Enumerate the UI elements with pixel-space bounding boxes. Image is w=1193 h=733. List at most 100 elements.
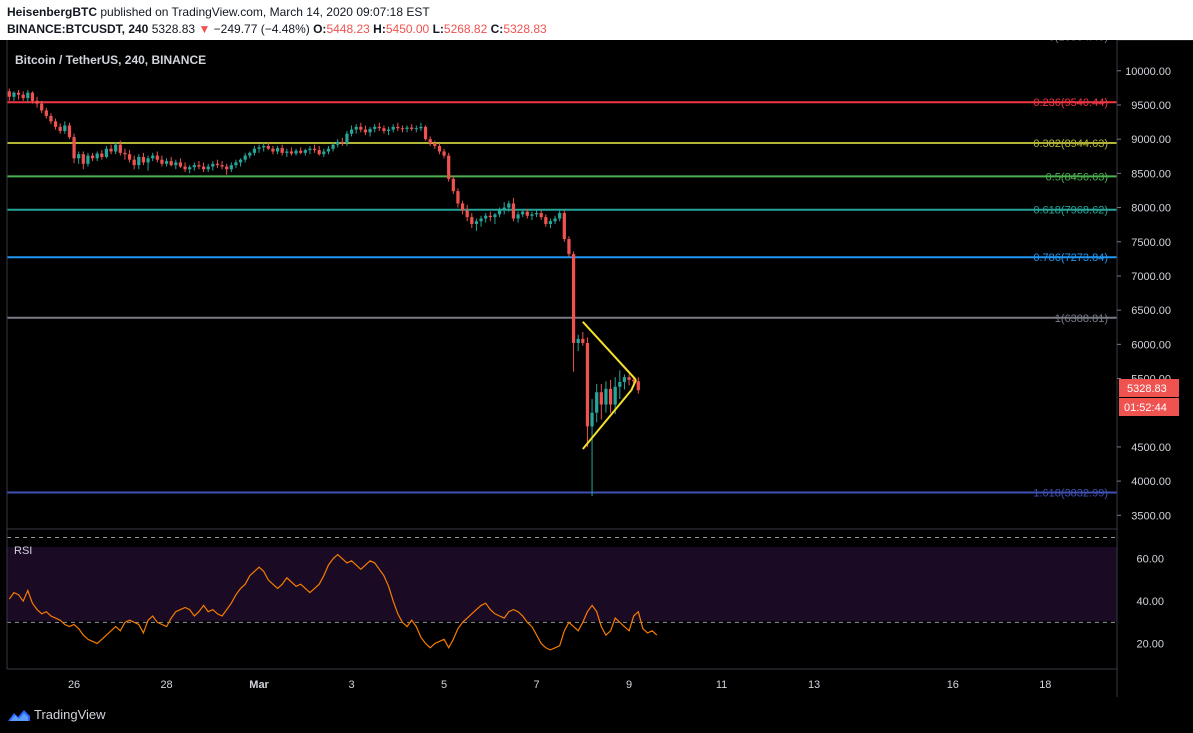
rsi-band [7, 547, 1117, 621]
candle-body-75 [354, 126, 358, 130]
candle-body-56 [266, 146, 270, 149]
candle-body-109 [511, 203, 516, 219]
candle-body-70 [331, 144, 335, 149]
footer-bar [0, 697, 1193, 733]
time-tick-4: 5 [441, 679, 447, 691]
candle-body-15 [77, 154, 81, 159]
candle-body-72 [340, 141, 344, 144]
candle-body-99 [465, 210, 469, 218]
candle-body-113 [530, 214, 534, 216]
candle-body-48 [229, 165, 233, 170]
candle-body-35 [169, 161, 173, 166]
tradingview-brand[interactable]: TradingView [34, 707, 106, 722]
time-tick-6: 9 [626, 679, 632, 691]
down-arrow-icon: ▼ [198, 22, 211, 36]
candle-body-10 [53, 121, 58, 127]
candle-body-55 [262, 146, 266, 148]
candle-body-121 [567, 239, 571, 255]
candle-body-84 [396, 126, 400, 129]
candle-body-21 [104, 148, 109, 157]
rsi-axis[interactable]: 60.00 40.00 20.00 [1136, 554, 1164, 651]
open-label: O: [313, 22, 327, 36]
time-axis[interactable]: 26 28 Mar 3 5 7 9 11 13 16 18 [68, 679, 1052, 691]
candle-body-24 [118, 144, 122, 153]
candle-body-66 [312, 148, 317, 151]
price-chart[interactable]: 0(10504.40) 0.236(9540.44) 0.382(8944.63) 0… [0, 40, 1193, 697]
candle-body-22 [109, 148, 113, 152]
candle-body-68 [322, 151, 326, 155]
candle-body-106 [497, 210, 502, 215]
candle-body-116 [544, 217, 548, 224]
candle-body-118 [553, 218, 557, 222]
candle-body-67 [317, 150, 321, 155]
candle-body-105 [493, 214, 497, 218]
candle-body-103 [484, 215, 488, 219]
candle-body-46 [220, 165, 224, 167]
candle-body-43 [206, 166, 210, 170]
candle-body-53 [252, 148, 257, 153]
candle-body-59 [280, 148, 284, 153]
price-axis[interactable]: 10000.00 9500.00 9000.00 8500.00 8000.00 7500… [1117, 66, 1171, 523]
rsi-tick-1: 40.00 [1136, 596, 1164, 608]
price-tick-4: 8000.00 [1131, 203, 1171, 215]
candle-body-114 [534, 213, 539, 215]
candle-body-36 [174, 162, 178, 166]
candle-body-98 [460, 203, 465, 211]
candle-body-69 [326, 148, 331, 152]
candle-body-44 [211, 163, 215, 167]
low-label: L: [432, 22, 444, 36]
author-name[interactable]: HeisenbergBTC [7, 5, 98, 19]
candle-body-104 [488, 215, 492, 218]
fibonacci-levels: 0(10504.40) 0.236(9540.44) 0.382(8944.63) 0… [7, 40, 1117, 500]
candle-body-33 [160, 159, 164, 164]
candle-body-64 [303, 150, 307, 153]
triangle-lower-line [582, 389, 633, 450]
high-value: 5450.00 [385, 22, 430, 36]
low-value: 5268.82 [443, 22, 488, 36]
price-change: −249.77 (−4.48%) [213, 22, 310, 36]
publish-line: HeisenbergBTC published on TradingView.c… [7, 5, 430, 19]
candle-body-81 [382, 128, 386, 131]
candle-body-85 [400, 128, 405, 130]
candle-body-127 [595, 392, 599, 413]
candle-body-129 [604, 388, 608, 405]
candle-body-42 [201, 166, 206, 170]
countdown-bg [1119, 398, 1179, 416]
fib-label-1: 0.236(9540.44) [1033, 97, 1108, 109]
price-tick-1: 9500.00 [1131, 100, 1171, 112]
candle-body-120 [562, 213, 566, 240]
price-tick-11: 4000.00 [1131, 476, 1171, 488]
candle-body-97 [456, 191, 460, 204]
candle-body-133 [622, 377, 627, 382]
candle-body-101 [474, 221, 479, 224]
candle-body-102 [479, 218, 483, 222]
candle-body-34 [164, 161, 169, 164]
fib-label-4: 0.618(7968.62) [1033, 205, 1108, 217]
candle-body-77 [363, 129, 368, 133]
candle-body-83 [391, 126, 395, 130]
candle-body-136 [636, 381, 640, 391]
candle-body-19 [95, 153, 99, 159]
last-price-label: 5328.83 [1127, 383, 1167, 395]
rsi-tick-0: 60.00 [1136, 554, 1164, 566]
candle-body-29 [141, 156, 146, 163]
last-price: 5328.83 [151, 22, 196, 36]
candle-body-37 [178, 162, 183, 167]
tradingview-logo-icon[interactable] [7, 707, 31, 723]
symmetrical-triangle[interactable] [582, 321, 637, 450]
candle-body-94 [442, 151, 446, 156]
candle-body-16 [81, 154, 85, 164]
candle-body-93 [437, 146, 442, 152]
candle-body-49 [234, 162, 238, 166]
candle-body-90 [423, 126, 428, 140]
fib-label-2: 0.382(8944.63) [1033, 138, 1108, 150]
candle-body-14 [72, 137, 76, 159]
candle-body-74 [349, 129, 354, 134]
candle-body-126 [590, 412, 594, 427]
fib-label-3: 0.5(8456.63) [1046, 171, 1108, 183]
candle-body-40 [192, 165, 196, 168]
candle-body-125 [585, 342, 590, 427]
candle-body-18 [90, 155, 95, 159]
candle-body-124 [581, 338, 585, 343]
rsi-line [8, 553, 658, 651]
